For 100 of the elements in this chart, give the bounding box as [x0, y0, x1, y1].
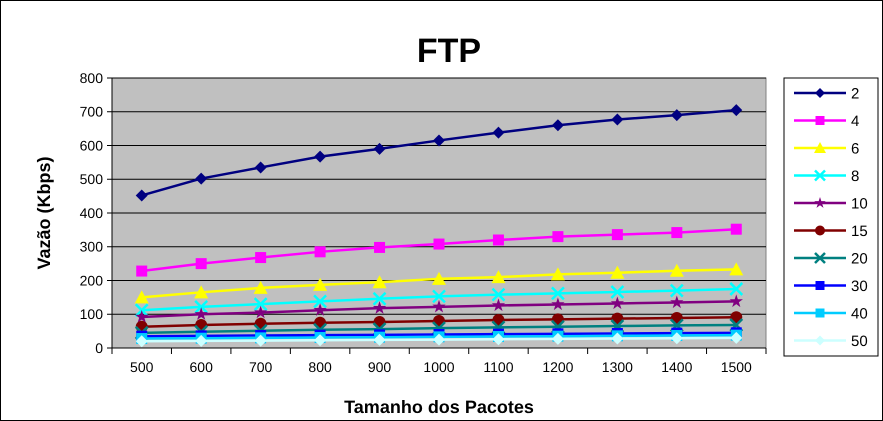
legend-label: 8 [851, 168, 860, 185]
point [491, 287, 506, 302]
point [670, 264, 684, 277]
point [136, 335, 148, 348]
point [136, 189, 148, 202]
point [432, 272, 446, 285]
point [492, 234, 504, 246]
point [550, 267, 565, 280]
point [196, 258, 207, 270]
point [611, 114, 624, 126]
point [254, 161, 267, 174]
point [670, 109, 683, 122]
point [611, 332, 624, 345]
x-axis-title: Tamanho dos Pacotes [344, 397, 534, 417]
point [550, 286, 566, 301]
point [314, 334, 326, 346]
point [729, 282, 744, 296]
point [312, 294, 328, 309]
point [730, 332, 742, 344]
legend-label: 20 [851, 250, 868, 268]
point [730, 104, 742, 116]
point [670, 283, 684, 298]
x-tick-label: 1500 [720, 359, 752, 375]
point [135, 310, 148, 323]
point [434, 238, 444, 250]
x-tick-label: 1100 [483, 359, 514, 375]
y-tick-label: 200 [80, 272, 104, 288]
legend-label: 30 [851, 278, 868, 295]
point [433, 134, 445, 146]
point [610, 266, 624, 279]
point [194, 300, 208, 314]
y-tick-label: 100 [80, 306, 104, 322]
point [136, 266, 148, 277]
point [730, 294, 743, 308]
point [433, 334, 445, 346]
point [194, 307, 208, 320]
y-axis-title: Vazão (Kbps) [34, 156, 54, 270]
point [610, 296, 624, 310]
point [255, 252, 266, 264]
point [195, 334, 208, 347]
point [671, 227, 682, 238]
point [550, 319, 566, 334]
legend-label: 4 [851, 112, 860, 130]
legend-label: 10 [851, 195, 868, 212]
x-tick-label: 1000 [423, 359, 455, 375]
point [492, 333, 504, 346]
point [552, 119, 564, 132]
point [134, 290, 149, 304]
y-tick-label: 600 [80, 137, 104, 154]
point [492, 126, 504, 139]
legend-label: 40 [851, 305, 868, 322]
point [194, 285, 208, 298]
point [254, 306, 268, 318]
legend-label: 2 [851, 85, 860, 102]
y-tick-label: 0 [95, 340, 104, 356]
x-tick-label: 900 [368, 359, 392, 375]
point [670, 295, 684, 308]
legend-label: 15 [851, 222, 868, 240]
point [432, 289, 446, 304]
x-tick-label: 1400 [661, 359, 693, 375]
point [372, 301, 386, 314]
x-tick-label: 1300 [602, 359, 634, 375]
y-tick-label: 500 [80, 171, 104, 188]
point [254, 334, 267, 347]
point [729, 262, 744, 276]
x-tick-label: 1200 [542, 359, 574, 375]
point [729, 318, 744, 332]
point [372, 291, 387, 306]
point [374, 334, 386, 346]
point [551, 297, 565, 310]
point [670, 332, 683, 344]
point [432, 320, 446, 336]
point [432, 300, 446, 312]
y-tick-label: 300 [80, 238, 104, 255]
legend-label: 6 [851, 140, 860, 158]
point [134, 326, 149, 340]
point [491, 270, 506, 284]
point [552, 332, 564, 345]
y-tick-label: 800 [80, 70, 104, 86]
point [491, 320, 506, 335]
point [730, 224, 742, 235]
point [552, 231, 564, 242]
point [195, 172, 208, 185]
x-tick-label: 800 [308, 359, 332, 375]
point [374, 142, 386, 155]
point [610, 318, 625, 334]
point [492, 298, 506, 312]
x-tick-label: 600 [190, 359, 214, 375]
y-tick-label: 700 [80, 104, 104, 120]
chart-title: FTP [416, 32, 482, 70]
point [253, 296, 268, 312]
point [313, 278, 328, 291]
point [134, 302, 149, 318]
point [314, 150, 326, 163]
point [254, 280, 268, 294]
point [670, 318, 684, 333]
point [374, 242, 386, 253]
y-tick-label: 400 [80, 204, 104, 221]
point [313, 303, 327, 316]
x-tick-label: 500 [130, 359, 154, 375]
